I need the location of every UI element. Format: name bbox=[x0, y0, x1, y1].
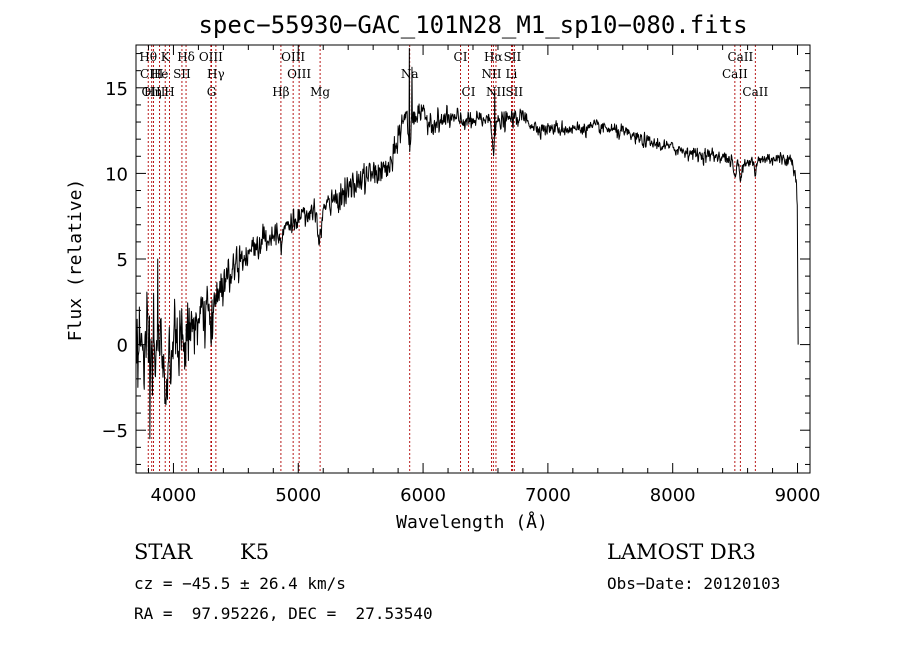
spectral-line-label: CI bbox=[454, 50, 468, 64]
spectral-line-label: He bbox=[151, 67, 169, 81]
spectral-line-label: Mg bbox=[310, 85, 330, 99]
spectral-line-label: Hθ bbox=[139, 50, 157, 64]
spectral-line-label: OIII bbox=[199, 50, 223, 64]
y-tick-label: 10 bbox=[105, 164, 128, 185]
spectral-line-label: SII bbox=[505, 85, 523, 99]
spectrum-line bbox=[135, 47, 799, 440]
x-tick-label: 7000 bbox=[525, 485, 571, 506]
spectral-line-label: OIII bbox=[281, 50, 305, 64]
y-tick-label: 0 bbox=[117, 336, 128, 357]
object-class: STAR bbox=[134, 540, 193, 564]
spectral-line-label: Hη bbox=[144, 85, 162, 99]
spectral-line-label: CaII bbox=[727, 50, 753, 64]
y-axis-label: Flux (relative) bbox=[65, 179, 86, 342]
obs-date-text: Obs−Date: 20120103 bbox=[607, 574, 780, 593]
spectral-line-label: CIII bbox=[140, 67, 164, 81]
coordinates-text: RA = 97.95226, DEC = 27.53540 bbox=[134, 604, 433, 623]
series-group bbox=[135, 47, 799, 440]
x-tick-label: 5000 bbox=[275, 485, 321, 506]
spectral-line-label: Hγ bbox=[207, 67, 225, 81]
spectral-line-label: Hα bbox=[484, 50, 503, 64]
x-tick-label: 4000 bbox=[151, 485, 197, 506]
x-tick-label: 8000 bbox=[650, 485, 696, 506]
spectral-line-label: Hδ bbox=[177, 50, 195, 64]
spectral-line-label: SII bbox=[504, 50, 522, 64]
spectral-line-label: Hβ bbox=[272, 85, 289, 99]
spectral-line-label: H bbox=[164, 85, 174, 99]
spectral-line-label: OIII bbox=[141, 85, 165, 99]
spectral-line-label: CI bbox=[462, 85, 476, 99]
chart-title: spec−55930−GAC_101N28_M1_sp10−080.fits bbox=[198, 11, 747, 39]
y-axis-ticks: −5 0 5 10 15 bbox=[101, 53, 810, 465]
x-axis-ticks: 4000 5000 6000 7000 8000 9000 bbox=[147, 45, 821, 506]
x-tick-label: 6000 bbox=[400, 485, 446, 506]
spectral-line-label: Li bbox=[506, 67, 518, 81]
object-subclass: K5 bbox=[240, 540, 269, 564]
survey-name: LAMOST DR3 bbox=[607, 540, 756, 564]
spectral-line-markers bbox=[147, 45, 756, 473]
spectral-line-label: CaII bbox=[722, 67, 748, 81]
y-tick-label: 5 bbox=[117, 250, 128, 271]
spectral-line-label: G bbox=[207, 85, 217, 99]
y-tick-label: 15 bbox=[105, 79, 128, 100]
spectral-line-label: SII bbox=[173, 67, 191, 81]
spectral-line-label: OIII bbox=[287, 67, 311, 81]
spectral-line-label: NII bbox=[486, 85, 506, 99]
x-axis-label: Wavelength (Å) bbox=[396, 511, 548, 533]
redshift-text: cz = −45.5 ± 26.4 km/s bbox=[134, 574, 346, 593]
y-tick-label: −5 bbox=[101, 421, 128, 442]
spectral-line-label: K bbox=[161, 50, 171, 64]
x-tick-label: 9000 bbox=[775, 485, 821, 506]
spectral-line-label: CaII bbox=[742, 85, 768, 99]
spectral-line-label: NII bbox=[481, 67, 501, 81]
